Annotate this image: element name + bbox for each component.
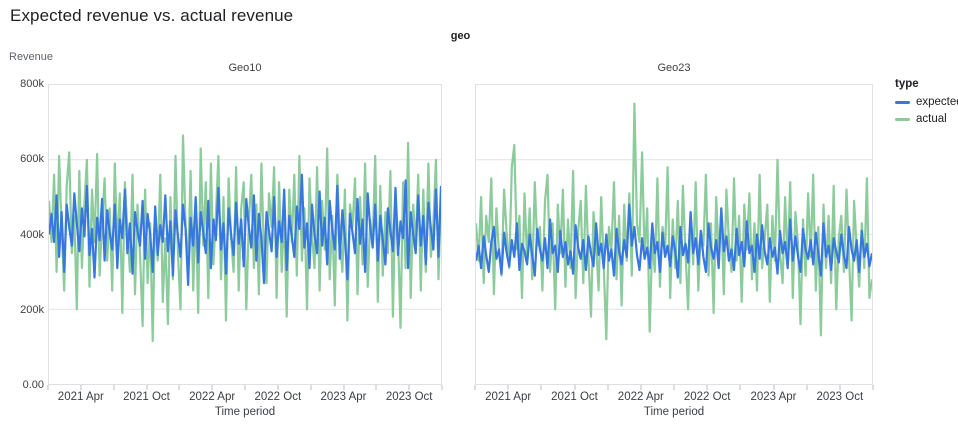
line-chart-geo23 [475, 84, 873, 385]
y-axis-title: Revenue [9, 51, 54, 63]
x-minor-tick [706, 385, 708, 390]
geo23-plot-area [476, 102, 872, 341]
x-tick-label: 2021 Apr [485, 391, 532, 403]
x-minor-tick [244, 385, 246, 390]
x-minor-tick [474, 385, 476, 390]
x-minor-tick [507, 385, 509, 390]
x-minor-tick [441, 385, 443, 390]
x-minor-tick [375, 385, 377, 390]
x-minor-tick [408, 385, 410, 390]
x-minor-tick [806, 385, 808, 390]
x-minor-tick [343, 385, 344, 390]
facet-title-geo23: Geo23 [657, 62, 691, 74]
x-tick-label: 2023 Oct [385, 391, 433, 403]
x-axis-labels-geo23: 2021 Apr 2021 Oct 2022 Apr 2022 Oct 2023 Apr… [475, 391, 873, 405]
y-tick-label: 600k [20, 153, 44, 166]
line-chart-geo10 [48, 84, 442, 385]
x-tick-label: 2022 Apr [617, 391, 664, 403]
x-minor-tick [178, 385, 180, 390]
facet-title-geo10: Geo10 [228, 62, 262, 74]
x-tick-label: 2021 Oct [551, 391, 598, 403]
x-axis-labels-geo10: 2021 Apr 2021 Oct 2022 Apr 2022 Oct 2023 Apr… [48, 391, 442, 405]
x-tick-label: 2022 Oct [254, 391, 302, 403]
legend-item-actual[interactable]: actual [895, 113, 958, 125]
x-tick-label: 2023 Apr [320, 391, 367, 403]
x-minor-tick [872, 385, 874, 390]
geo10-plot-area [49, 134, 441, 343]
y-tick-label: 200k [20, 303, 44, 316]
x-tick-label: 2022 Apr [189, 391, 236, 403]
x-tick-label: 2021 Oct [123, 391, 170, 403]
y-tick-label: 0.00 [22, 379, 44, 391]
x-minor-tick [277, 385, 279, 390]
x-tick-label: 2023 Oct [816, 391, 864, 403]
x-tick-label: 2021 Apr [57, 391, 104, 403]
page-title: Expected revenue vs. actual revenue [10, 6, 294, 25]
x-minor-tick [607, 385, 609, 390]
legend: type expected actual [895, 78, 958, 130]
actual-line-swatch-icon [895, 117, 910, 121]
x-minor-tick [574, 385, 575, 390]
x-minor-tick [673, 385, 675, 390]
x-minor-tick [773, 385, 774, 390]
x-minor-tick [839, 385, 841, 390]
legend-item-expected[interactable]: expected [895, 96, 958, 108]
x-axis-ticks-geo10 [47, 385, 443, 390]
x-minor-tick [47, 385, 49, 390]
x-axis-ticks-geo23 [474, 385, 874, 390]
y-tick-label: 800k [20, 78, 44, 90]
x-axis-title-geo10: Time period [214, 406, 276, 418]
x-minor-tick [146, 385, 147, 390]
expected-line [476, 203, 872, 279]
x-minor-tick [211, 385, 213, 390]
x-minor-tick [540, 385, 542, 390]
x-minor-tick [113, 385, 115, 390]
legend-label-expected: expected [916, 96, 958, 108]
facet-field-label: geo [450, 30, 471, 42]
x-axis-title-geo23: Time period [643, 406, 705, 418]
x-minor-tick [80, 385, 82, 390]
legend-label-actual: actual [916, 113, 947, 125]
legend-title: type [895, 78, 919, 90]
y-tick-label: 400k [20, 228, 44, 241]
x-tick-label: 2022 Oct [683, 391, 731, 403]
expected-line-swatch-icon [895, 100, 910, 104]
x-minor-tick [739, 385, 741, 390]
expected-line [49, 173, 441, 287]
x-tick-label: 2023 Apr [750, 391, 797, 403]
x-minor-tick [310, 385, 312, 390]
actual-line [476, 102, 872, 341]
x-minor-tick [640, 385, 642, 390]
